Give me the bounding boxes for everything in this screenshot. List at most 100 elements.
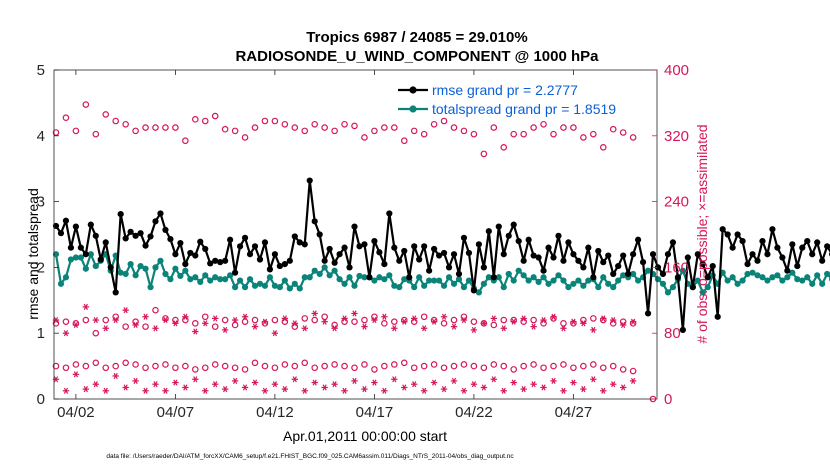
rmse-point: [440, 249, 448, 257]
obs-possible-point: [291, 124, 299, 131]
rmse-point: [535, 254, 542, 261]
totalspread-point: [132, 272, 139, 279]
asterisk-stroke: [223, 386, 228, 393]
obs-assimilated-point: [182, 313, 189, 320]
totalspread-point: [351, 282, 358, 289]
totalspread-point: [177, 272, 184, 280]
obs-possible-point: [231, 364, 239, 372]
obs-possible-point: [381, 320, 388, 327]
rmse-point: [475, 241, 482, 248]
rmse-point: [212, 257, 219, 264]
obs-possible-point: [391, 318, 398, 325]
obs-possible-point: [560, 361, 567, 368]
asterisk-stroke: [163, 316, 168, 324]
asterisk-stroke: [511, 318, 516, 325]
obs-assimilated-point: [480, 320, 488, 327]
asterisk-stroke: [312, 379, 317, 386]
asterisk-stroke: [422, 325, 427, 332]
totalspread-point: [296, 285, 303, 292]
obs-possible-point: [221, 125, 229, 133]
rmse-point: [142, 242, 149, 249]
obs-assimilated-point: [142, 387, 149, 394]
y-tick-label-left: 3: [37, 194, 45, 211]
obs-assimilated-point: [351, 310, 358, 317]
asterisk-stroke: [302, 325, 307, 332]
obs-assimilated-point: [152, 381, 159, 388]
obs-possible-point: [381, 124, 388, 131]
asterisk-stroke: [451, 323, 457, 330]
obs-assimilated-point: [331, 381, 338, 388]
rmse-point: [112, 289, 119, 296]
obs-assimilated-point: [221, 326, 229, 333]
rmse-point: [256, 256, 264, 263]
asterisk-stroke: [461, 316, 467, 324]
obs-possible-point: [560, 320, 567, 327]
y-axis-label-right: # of obs: o=possible; ×=assimilated: [694, 124, 710, 343]
rmse-point: [704, 274, 711, 281]
obs-assimilated-point: [610, 316, 617, 324]
asterisk-stroke: [551, 313, 556, 320]
asterisk-stroke: [153, 381, 158, 388]
obs-assimilated-point: [550, 313, 557, 320]
rmse-point: [809, 251, 816, 258]
totalspread-point: [246, 276, 254, 283]
rmse-point: [62, 217, 70, 224]
asterisk-stroke: [322, 318, 327, 325]
obs-possible-point: [609, 125, 617, 133]
obs-series-6: [52, 371, 637, 394]
obs-possible-point: [321, 362, 328, 370]
obs-assimilated-point: [600, 315, 607, 322]
obs-assimilated-point: [202, 320, 209, 327]
obs-assimilated-point: [450, 323, 458, 330]
asterisk-stroke: [173, 379, 178, 386]
obs-assimilated-point: [261, 387, 269, 394]
totalspread-point: [804, 274, 811, 281]
asterisk-stroke: [183, 384, 188, 391]
asterisk-stroke: [113, 316, 118, 324]
totalspread-point: [127, 261, 134, 268]
y-tick-label-right: 80: [664, 325, 681, 342]
obs-assimilated-point: [271, 330, 279, 337]
totalspread-point: [137, 262, 144, 270]
obs-assimilated-point: [401, 318, 408, 325]
totalspread-point: [207, 277, 214, 284]
rmse-point: [664, 251, 672, 258]
totalspread-point: [346, 274, 353, 281]
obs-assimilated-point: [241, 384, 249, 391]
asterisk-stroke: [611, 316, 616, 324]
totalspread-point: [356, 272, 363, 280]
obs-assimilated-point: [341, 387, 348, 394]
rmse-point: [341, 244, 348, 251]
obs-assimilated-point: [381, 313, 388, 320]
rmse-point: [57, 230, 65, 237]
totalspread-point: [301, 274, 308, 281]
asterisk-stroke: [352, 310, 357, 317]
asterisk-stroke: [272, 330, 278, 337]
totalspread-point: [326, 272, 333, 279]
rmse-point: [197, 238, 204, 245]
totalspread-point: [227, 272, 234, 279]
obs-possible-point: [570, 124, 577, 131]
series-rmse: [52, 177, 830, 334]
totalspread-point: [445, 274, 453, 281]
obs-possible-point: [321, 313, 328, 321]
asterisk-stroke: [332, 381, 337, 388]
obs-assimilated-point: [580, 386, 587, 393]
asterisk-stroke: [262, 387, 268, 394]
totalspread-point: [809, 280, 816, 287]
rmse-point: [87, 221, 94, 228]
asterisk-stroke: [93, 381, 98, 388]
obs-assimilated-point: [82, 386, 90, 393]
totalspread-point: [62, 274, 70, 281]
totalspread-point: [550, 277, 557, 284]
series-totalspread: [52, 251, 830, 296]
totalspread-point: [426, 277, 433, 284]
obs-assimilated-point: [251, 323, 259, 330]
totalspread-point: [679, 267, 686, 274]
line-layer: [52, 177, 830, 334]
obs-possible-point: [152, 124, 159, 131]
rmse-point: [585, 244, 592, 251]
totalspread-point: [142, 265, 149, 272]
obs-possible-point: [72, 127, 80, 135]
obs-possible-point: [251, 124, 259, 131]
